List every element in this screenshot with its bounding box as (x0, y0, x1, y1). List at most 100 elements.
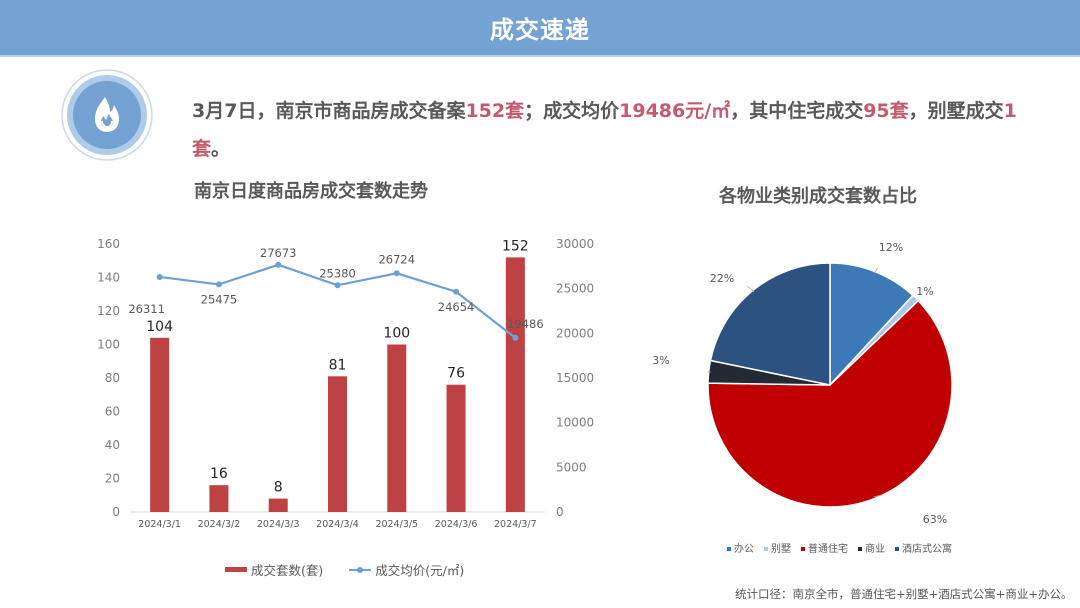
bar-value-label: 76 (447, 366, 465, 382)
summary-segment: ；成交均价 (524, 100, 620, 122)
page-title: 成交速递 (490, 16, 590, 44)
bar-swatch-icon (225, 567, 247, 572)
line-marker (334, 282, 341, 289)
pie-legend-label: 酒店式公寓 (902, 544, 952, 555)
legend-item-line: 成交均价(元/㎡) (349, 560, 464, 579)
x-tick-label: 2024/3/1 (138, 519, 181, 530)
y-left-tick: 0 (112, 505, 120, 519)
fire-icon (61, 69, 153, 161)
bar (328, 376, 347, 512)
bar-line-chart: 0 20 40 60 80 100 120 140 160 0 5000 10000 15000 2000… (97, 237, 594, 530)
bar (209, 485, 229, 512)
line-value-label: 26724 (378, 252, 415, 266)
pie-legend-label: 普通住宅 (808, 544, 848, 555)
bar-value-label: 104 (146, 319, 173, 335)
pie-value-label: 3% (652, 354, 669, 367)
summary-segment: ，别墅成交 (908, 100, 1004, 122)
pie-leader-line (873, 267, 879, 274)
legend-dot-icon (858, 547, 862, 551)
bar (268, 498, 288, 512)
pie-leader-line (913, 297, 916, 300)
bar-line-chart-legend: 成交套数(套) 成交均价(元/㎡) (225, 560, 464, 579)
pie-chart-legend: 办公 别墅 普通住宅 商业 酒店式公寓 (727, 540, 952, 555)
pie-legend-item: 别墅 (764, 540, 791, 555)
x-tick-label: 2024/3/7 (494, 519, 537, 530)
y-left-tick: 140 (97, 271, 120, 285)
legend-label-bar: 成交套数(套) (251, 563, 324, 578)
line-marker (156, 273, 163, 280)
x-tick-label: 2024/3/5 (375, 519, 418, 530)
y-left-tick: 120 (97, 304, 120, 318)
legend-dot-icon (801, 547, 805, 551)
summary-highlight: 19486元/㎡ (619, 100, 731, 122)
line-value-label: 26311 (128, 302, 165, 316)
summary-text: 3月7日，南京市商品房成交备案152套；成交均价19486元/㎡，其中住宅成交9… (192, 92, 1032, 168)
y-right-tick: 20000 (556, 326, 594, 340)
page-header: 成交速递 (0, 0, 1080, 57)
pie-legend-item: 商业 (858, 540, 885, 555)
pie-slice (829, 262, 914, 387)
legend-label-line: 成交均价(元/㎡) (375, 563, 465, 578)
y-left-tick: 20 (105, 472, 120, 486)
summary-highlight: 95套 (863, 100, 909, 122)
y-left-tick: 160 (97, 237, 120, 251)
y-left-tick: 80 (105, 371, 120, 385)
line-value-label: 24654 (438, 300, 475, 314)
pie-legend-label: 办公 (734, 544, 754, 555)
summary-highlight: 152套 (465, 100, 525, 122)
pie-value-label: 22% (710, 272, 734, 285)
bar (150, 337, 170, 512)
line-value-label: 25380 (319, 266, 356, 280)
x-tick-label: 2024/3/2 (198, 519, 241, 530)
line-value-label: 19486 (507, 317, 544, 331)
summary-segment: 3月7日，南京市商品房成交备案 (192, 100, 466, 122)
pie-legend-label: 别墅 (771, 544, 791, 555)
legend-dot-icon (764, 547, 768, 551)
pie-chart: 12% 1% 63% 3% 22% (652, 241, 953, 526)
y-right-tick: 0 (556, 505, 564, 519)
legend-item-bar: 成交套数(套) (225, 560, 323, 579)
x-tick-label: 2024/3/3 (257, 519, 300, 530)
y-right-tick: 30000 (556, 237, 594, 251)
bar-line-chart-title: 南京日度商品房成交套数走势 (194, 181, 428, 202)
line-marker (512, 334, 519, 341)
y-left-tick: 100 (97, 338, 120, 352)
line-marker (453, 288, 460, 295)
legend-dot-icon (727, 547, 731, 551)
pie-legend-item: 普通住宅 (801, 540, 848, 555)
bar-value-label: 100 (383, 326, 410, 342)
y-left-tick: 60 (105, 405, 120, 419)
pie-value-label: 12% (879, 241, 903, 254)
pie-value-label: 63% (923, 513, 947, 526)
y-right-tick: 5000 (556, 460, 587, 474)
line-swatch-icon (349, 565, 372, 575)
pie-legend-item: 办公 (727, 540, 754, 555)
pie-value-label: 1% (916, 285, 933, 298)
bar-value-label: 16 (210, 466, 228, 482)
legend-dot-icon (895, 547, 899, 551)
bar (446, 384, 466, 512)
summary-highlight: 1套 (192, 100, 1017, 160)
bar (505, 257, 525, 512)
bar-value-label: 8 (274, 480, 283, 496)
line-marker (275, 261, 282, 268)
summary-segment: ，其中住宅成交 (730, 100, 864, 122)
line-value-label: 25475 (201, 292, 238, 306)
y-right-tick: 10000 (556, 416, 594, 430)
line-marker (393, 270, 400, 277)
line-value-label: 27673 (260, 246, 297, 260)
x-tick-label: 2024/3/4 (316, 519, 359, 530)
bar-value-label: 81 (329, 357, 347, 373)
pie-legend-item: 酒店式公寓 (895, 540, 952, 555)
line-marker (215, 281, 222, 288)
y-right-tick: 15000 (556, 371, 594, 385)
bar-value-label: 152 (502, 238, 529, 254)
y-left-tick: 40 (105, 438, 120, 452)
summary-segment: 。 (211, 138, 231, 160)
pie-chart-title: 各物业类别成交套数占比 (719, 186, 917, 207)
bar (387, 344, 407, 512)
pie-leader-line (746, 285, 755, 293)
pie-legend-label: 商业 (865, 544, 885, 555)
pie-leader-line (873, 494, 883, 498)
